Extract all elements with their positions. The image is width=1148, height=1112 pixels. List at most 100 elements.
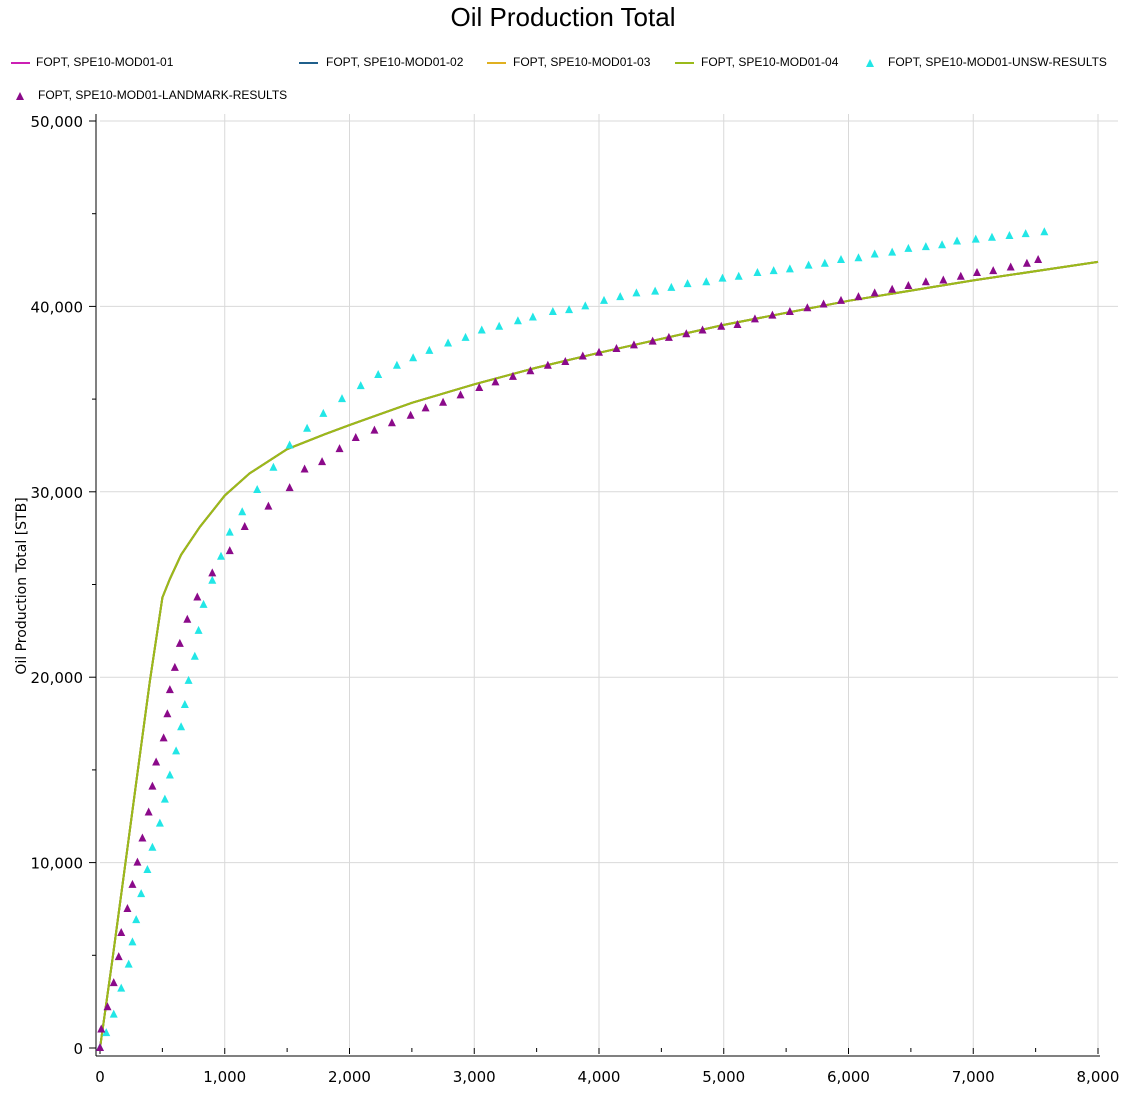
triangle-marker: [132, 915, 141, 924]
triangle-marker: [264, 501, 273, 510]
triangle-marker: [870, 288, 879, 297]
triangle-marker: [702, 277, 711, 286]
triangle-marker: [526, 366, 535, 375]
triangle-marker: [165, 770, 174, 779]
legend-label-05: FOPT, SPE10-MOD01-UNSW-RESULTS: [888, 55, 1107, 69]
triangle-marker: [888, 247, 897, 256]
series-6[interactable]: [96, 255, 1043, 1051]
triangle-marker: [123, 903, 132, 912]
triangle-marker: [1040, 227, 1049, 236]
series-5[interactable]: [96, 227, 1049, 1051]
legend-item-02[interactable]: FOPT, SPE10-MOD01-02: [299, 55, 463, 69]
triangle-marker: [971, 234, 980, 243]
triangle-marker: [351, 433, 360, 442]
y-tick-label: 20,000: [31, 669, 84, 687]
triangle-marker: [904, 243, 913, 252]
triangle-marker: [194, 625, 203, 634]
triangle-marker: [785, 264, 794, 273]
triangle-marker: [335, 444, 344, 453]
triangle-marker: [651, 286, 660, 295]
x-tick-label: 1,000: [203, 1068, 246, 1086]
triangle-marker: [128, 879, 137, 888]
triangle-marker: [208, 568, 217, 577]
triangle-marker: [629, 340, 638, 349]
triangle-marker: [1034, 255, 1043, 264]
triangle-marker: [561, 357, 570, 366]
triangle-marker: [148, 842, 157, 851]
legend-item-05[interactable]: FOPT, SPE10-MOD01-UNSW-RESULTS: [866, 55, 1107, 69]
triangle-marker: [491, 377, 500, 386]
triangle-marker: [682, 329, 691, 338]
triangle-marker: [548, 306, 557, 315]
y-axis-title: Oil Production Total [STB]: [14, 497, 30, 674]
legend-item-04[interactable]: FOPT, SPE10-MOD01-04: [675, 55, 838, 69]
triangle-marker: [565, 305, 574, 314]
x-tick-label: 2,000: [328, 1068, 371, 1086]
legend-item-01[interactable]: FOPT, SPE10-MOD01-01: [11, 55, 173, 69]
triangle-marker: [387, 418, 396, 427]
x-tick-label: 6,000: [827, 1068, 870, 1086]
legend-line-swatch-03: [487, 61, 506, 64]
series-line[interactable]: [99, 260, 1099, 1049]
triangle-marker: [285, 483, 294, 492]
x-tick-label: 3,000: [453, 1068, 496, 1086]
triangle-marker: [683, 279, 692, 288]
triangle-marker: [632, 288, 641, 297]
x-tick-label: 0: [95, 1068, 105, 1086]
triangle-marker: [439, 397, 448, 406]
x-tick-label: 5,000: [702, 1068, 745, 1086]
triangle-marker: [124, 959, 133, 968]
y-tick-label: 30,000: [31, 484, 84, 502]
legend-triangle-swatch-06: [16, 91, 24, 100]
legend-line-swatch-02: [299, 61, 318, 64]
triangle-marker: [319, 408, 328, 417]
triangle-marker: [599, 295, 608, 304]
triangle-marker: [733, 319, 742, 328]
x-tick-label: 8,000: [1077, 1068, 1120, 1086]
series-4[interactable]: [99, 260, 1099, 1049]
triangle-marker: [1021, 229, 1030, 238]
triangle-marker: [888, 284, 897, 293]
triangle-marker: [956, 271, 965, 280]
triangle-marker: [117, 928, 126, 937]
legend-item-03[interactable]: FOPT, SPE10-MOD01-03: [487, 55, 650, 69]
triangle-marker: [374, 369, 383, 378]
triangle-marker: [664, 332, 673, 341]
legend-item-06[interactable]: FOPT, SPE10-MOD01-LANDMARK-RESULTS: [16, 88, 287, 102]
triangle-marker: [356, 381, 365, 390]
triangle-marker: [109, 1009, 118, 1018]
legend-label-03: FOPT, SPE10-MOD01-03: [513, 55, 651, 69]
triangle-marker: [513, 316, 522, 325]
legend-label-01: FOPT, SPE10-MOD01-01: [36, 55, 174, 69]
legend-label-04: FOPT, SPE10-MOD01-04: [701, 55, 839, 69]
triangle-marker: [180, 700, 189, 709]
triangle-marker: [163, 709, 172, 718]
triangle-marker: [114, 952, 123, 961]
legend-label-02: FOPT, SPE10-MOD01-02: [326, 55, 464, 69]
triangle-marker: [616, 292, 625, 301]
triangle-marker: [193, 592, 202, 601]
triangle-marker: [495, 321, 504, 330]
triangle-marker: [750, 314, 759, 323]
triangle-marker: [837, 255, 846, 264]
triangle-marker: [184, 675, 193, 684]
triangle-marker: [240, 522, 249, 531]
triangle-marker: [595, 347, 603, 356]
triangle-marker: [128, 937, 137, 946]
triangle-marker: [143, 865, 152, 874]
triangle-marker: [421, 403, 430, 412]
triangle-marker: [406, 410, 415, 419]
series-layer: [96, 227, 1099, 1051]
triangle-marker: [1022, 258, 1031, 267]
triangle-marker: [269, 462, 278, 471]
triangle-marker: [300, 464, 309, 473]
triangle-marker: [370, 425, 379, 434]
triangle-marker: [477, 325, 486, 334]
triangle-marker: [612, 344, 621, 353]
legend-line-swatch-04: [675, 61, 694, 64]
triangle-marker: [769, 266, 778, 275]
triangle-marker: [338, 394, 347, 403]
triangle-marker: [904, 281, 913, 290]
triangle-marker: [819, 299, 828, 308]
